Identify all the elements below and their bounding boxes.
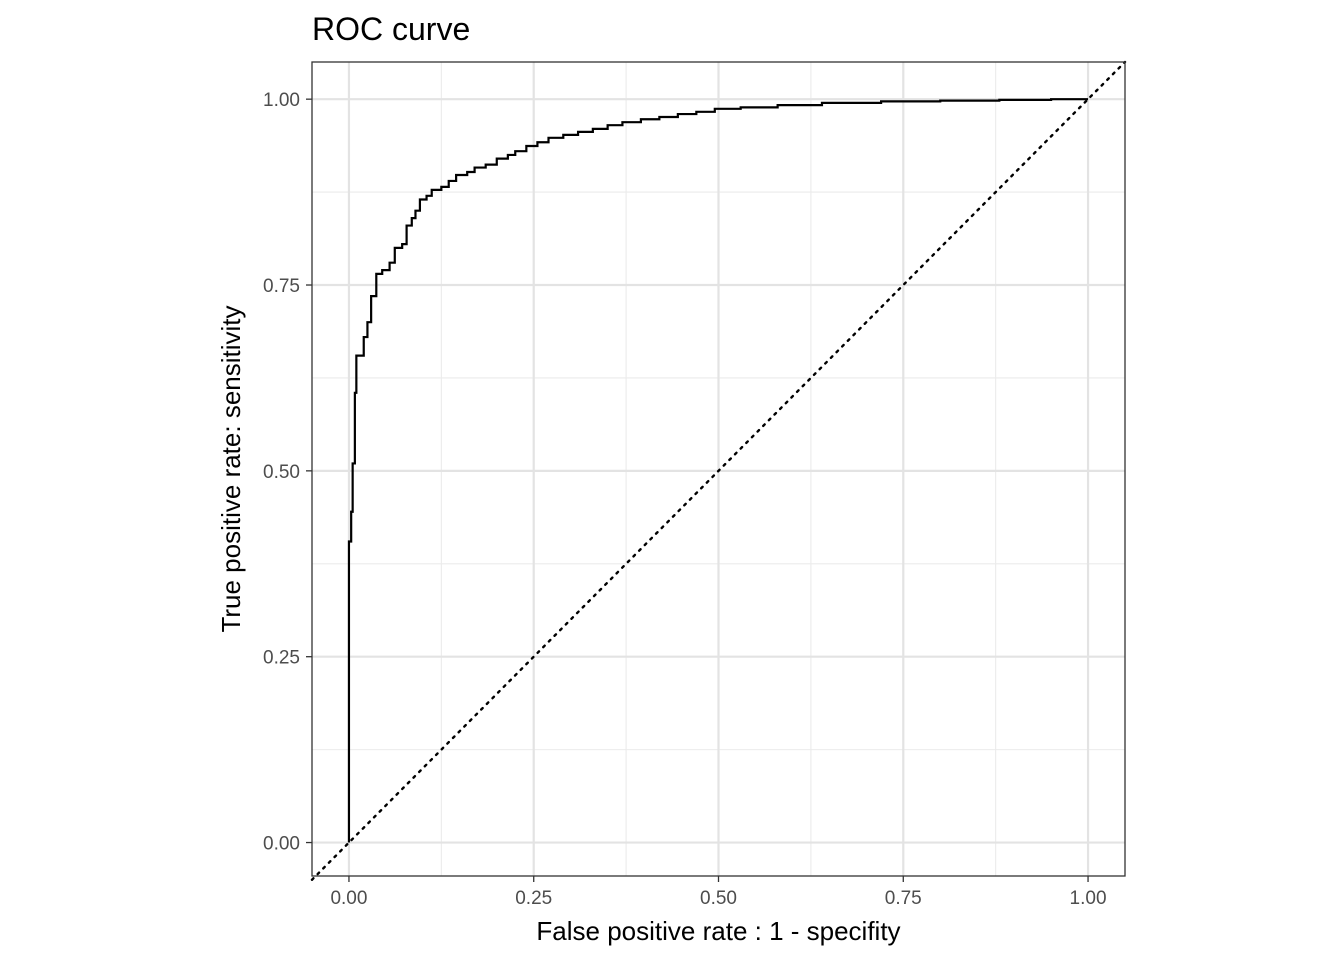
grid-lines bbox=[312, 62, 1125, 876]
chart-title: ROC curve bbox=[312, 11, 470, 47]
x-tick-label: 0.25 bbox=[515, 888, 552, 909]
series-layer bbox=[310, 60, 1127, 881]
roc-curve-line bbox=[347, 98, 1089, 843]
y-tick-label: 0.50 bbox=[263, 462, 300, 483]
reference-diagonal-line bbox=[310, 60, 1127, 881]
y-tick-label: 0.00 bbox=[263, 834, 300, 855]
x-axis-title: False positive rate : 1 - specifity bbox=[536, 916, 900, 946]
y-tick-label: 0.75 bbox=[263, 276, 300, 297]
y-axis: 0.00 0.25 0.50 0.75 1.00 bbox=[263, 90, 312, 855]
x-axis: 0.00 0.25 0.50 0.75 1.00 bbox=[330, 876, 1107, 909]
y-tick-label: 1.00 bbox=[263, 90, 300, 111]
x-tick-label: 0.50 bbox=[700, 888, 737, 909]
x-tick-label: 0.00 bbox=[330, 888, 367, 909]
y-axis-title: True positive rate: sensitivity bbox=[216, 305, 246, 632]
x-tick-label: 0.75 bbox=[885, 888, 922, 909]
y-tick-label: 0.25 bbox=[263, 648, 300, 669]
x-tick-label: 1.00 bbox=[1070, 888, 1107, 909]
